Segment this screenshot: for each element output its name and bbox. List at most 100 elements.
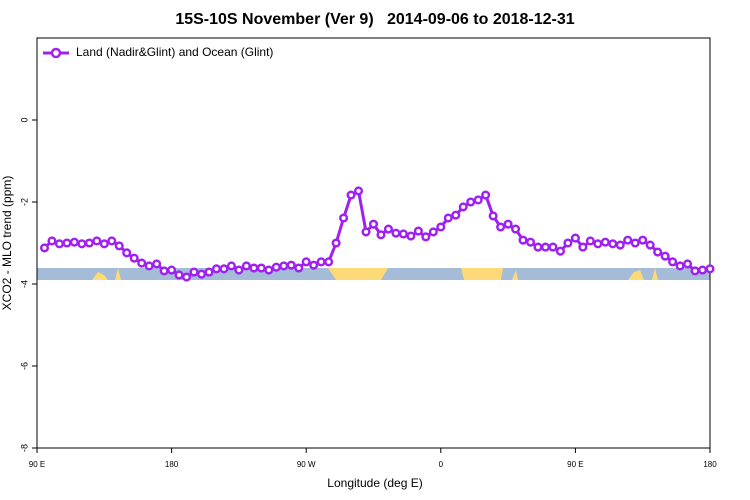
data-point — [458, 202, 468, 212]
data-point — [600, 237, 610, 247]
data-point — [69, 237, 79, 247]
x-tick-label: 180 — [703, 460, 717, 469]
x-tick-label: 90 E — [567, 460, 583, 469]
x-tick-label: 90 E — [29, 460, 45, 469]
data-point — [451, 210, 461, 220]
data-point — [84, 238, 94, 248]
data-point — [705, 264, 715, 274]
data-point — [645, 240, 655, 250]
data-point — [129, 253, 139, 263]
data-point — [608, 239, 618, 249]
x-tick-label: 90 W — [297, 460, 316, 469]
data-point — [413, 226, 423, 236]
y-axis-label: XCO2 - MLO trend (ppm) — [0, 176, 14, 311]
y-tick-label: 0 — [19, 117, 29, 122]
data-point — [39, 243, 50, 253]
data-point — [548, 242, 558, 252]
data-point — [533, 242, 543, 252]
data-point — [47, 236, 57, 246]
data-point — [525, 237, 536, 247]
data-point — [555, 246, 565, 256]
data-point — [152, 259, 162, 269]
data-point — [398, 229, 408, 239]
data-point — [473, 195, 483, 205]
data-point — [256, 263, 266, 273]
data-point — [316, 257, 326, 267]
data-point — [137, 258, 147, 268]
data-point — [241, 261, 251, 271]
chart-title: 15S-10S November (Ver 9) 2014-09-06 to 2… — [175, 11, 574, 28]
data-point — [518, 235, 528, 245]
data-point — [630, 238, 640, 248]
data-point — [167, 265, 177, 275]
data-point — [219, 264, 229, 274]
data-point — [660, 251, 670, 261]
data-point — [294, 263, 304, 273]
data-point — [331, 238, 341, 248]
data-point — [466, 197, 476, 207]
data-point — [683, 259, 693, 269]
data-point — [578, 242, 588, 252]
land-band — [92, 272, 108, 280]
data-point — [481, 190, 491, 200]
land-band — [512, 270, 518, 280]
data-point — [324, 257, 334, 267]
x-axis-label: Longitude (deg E) — [327, 476, 422, 490]
data-point — [144, 261, 154, 271]
data-point — [511, 224, 521, 234]
land-band — [628, 270, 644, 280]
data-point — [496, 222, 506, 232]
data-point — [675, 261, 685, 271]
data-point — [92, 236, 102, 246]
data-point — [271, 262, 281, 272]
data-point — [488, 211, 498, 221]
data-point — [62, 238, 72, 248]
data-point — [391, 228, 401, 238]
data-point — [346, 190, 356, 200]
data-point — [690, 266, 700, 276]
land-band — [461, 268, 503, 280]
data-point — [697, 265, 708, 275]
data-point — [54, 239, 64, 249]
data-point — [189, 267, 199, 277]
land-band — [328, 268, 388, 280]
land-ocean-band — [37, 268, 710, 280]
data-point — [540, 242, 551, 252]
data-point — [234, 265, 244, 275]
land-band — [652, 268, 658, 280]
data-point — [428, 227, 438, 237]
legend-label: Land (Nadir&Glint) and Ocean (Glint) — [76, 45, 273, 59]
data-point — [638, 235, 648, 245]
data-point — [563, 238, 573, 248]
data-point — [182, 272, 192, 282]
data-point — [668, 257, 678, 267]
land-band — [115, 268, 121, 280]
data-point — [174, 270, 184, 280]
data-point — [368, 219, 379, 229]
data-point — [77, 239, 87, 249]
data-point — [99, 239, 109, 249]
data-point — [615, 240, 625, 250]
data-point — [585, 236, 595, 246]
y-tick-label: -4 — [19, 280, 29, 288]
x-tick-label: 0 — [439, 460, 444, 469]
data-point — [309, 260, 319, 270]
data-point — [226, 261, 236, 271]
plot-frame — [36, 37, 711, 449]
data-point — [383, 224, 394, 234]
data-point — [443, 213, 453, 223]
data-point — [122, 248, 132, 258]
data-point — [301, 257, 311, 267]
data-point — [361, 227, 371, 237]
data-point — [286, 260, 296, 270]
legend-marker — [50, 47, 62, 59]
y-tick-label: -6 — [19, 362, 29, 370]
y-tick-label: -2 — [19, 198, 29, 206]
data-point — [570, 233, 580, 243]
data-point — [279, 261, 289, 271]
data-point — [376, 230, 386, 240]
data-point — [196, 269, 207, 279]
data-point — [159, 266, 169, 276]
data-point — [623, 235, 633, 245]
